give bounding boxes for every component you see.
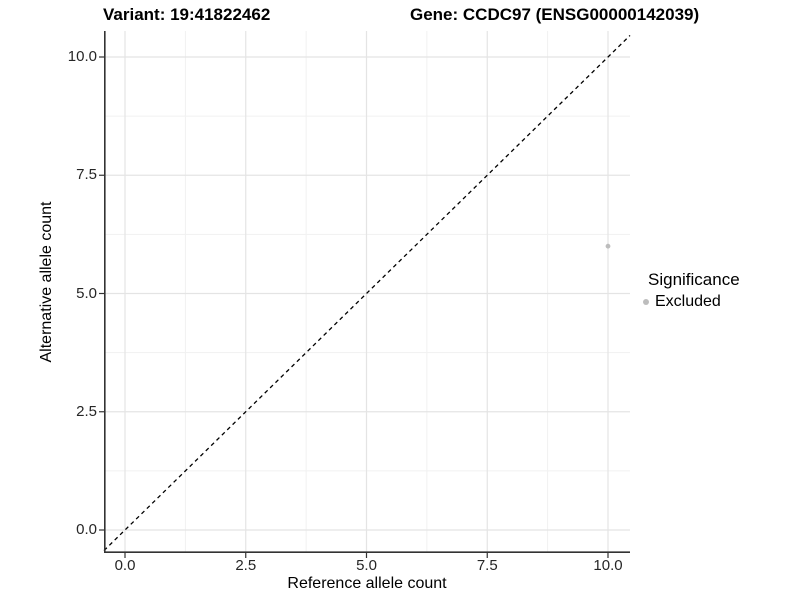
y-tick-label: 2.5 xyxy=(76,402,97,420)
legend-title: Significance xyxy=(648,270,740,289)
legend-items: Excluded xyxy=(643,293,740,311)
x-tick-label: 10.0 xyxy=(593,557,623,574)
x-axis-title: Reference allele count xyxy=(287,575,447,592)
x-tick-label: 0.0 xyxy=(114,557,136,574)
legend: Significance Excluded xyxy=(643,270,740,311)
plot-title-gene: Gene: CCDC97 (ENSG00000142039) xyxy=(410,5,700,24)
legend-item: Excluded xyxy=(643,293,740,311)
data-point xyxy=(605,243,611,249)
identity-dashed-line xyxy=(103,34,631,552)
y-tick-label: 0.0 xyxy=(76,521,97,538)
plot-title-variant: Variant: 19:41822462 xyxy=(103,5,271,24)
y-axis-title: Alternative allele count xyxy=(38,201,55,363)
plot-panel xyxy=(99,31,631,558)
x-tick-label: 2.5 xyxy=(235,557,257,574)
y-tick-label: 7.5 xyxy=(76,166,97,184)
y-tick-label: 10.0 xyxy=(67,48,97,65)
x-tick-label: 7.5 xyxy=(476,557,498,574)
legend-item-label: Excluded xyxy=(655,293,721,310)
y-tick-label: 5.0 xyxy=(76,284,97,302)
legend-key-point-icon xyxy=(643,299,649,305)
plot-canvas xyxy=(99,31,631,558)
x-tick-label: 5.0 xyxy=(356,557,377,574)
